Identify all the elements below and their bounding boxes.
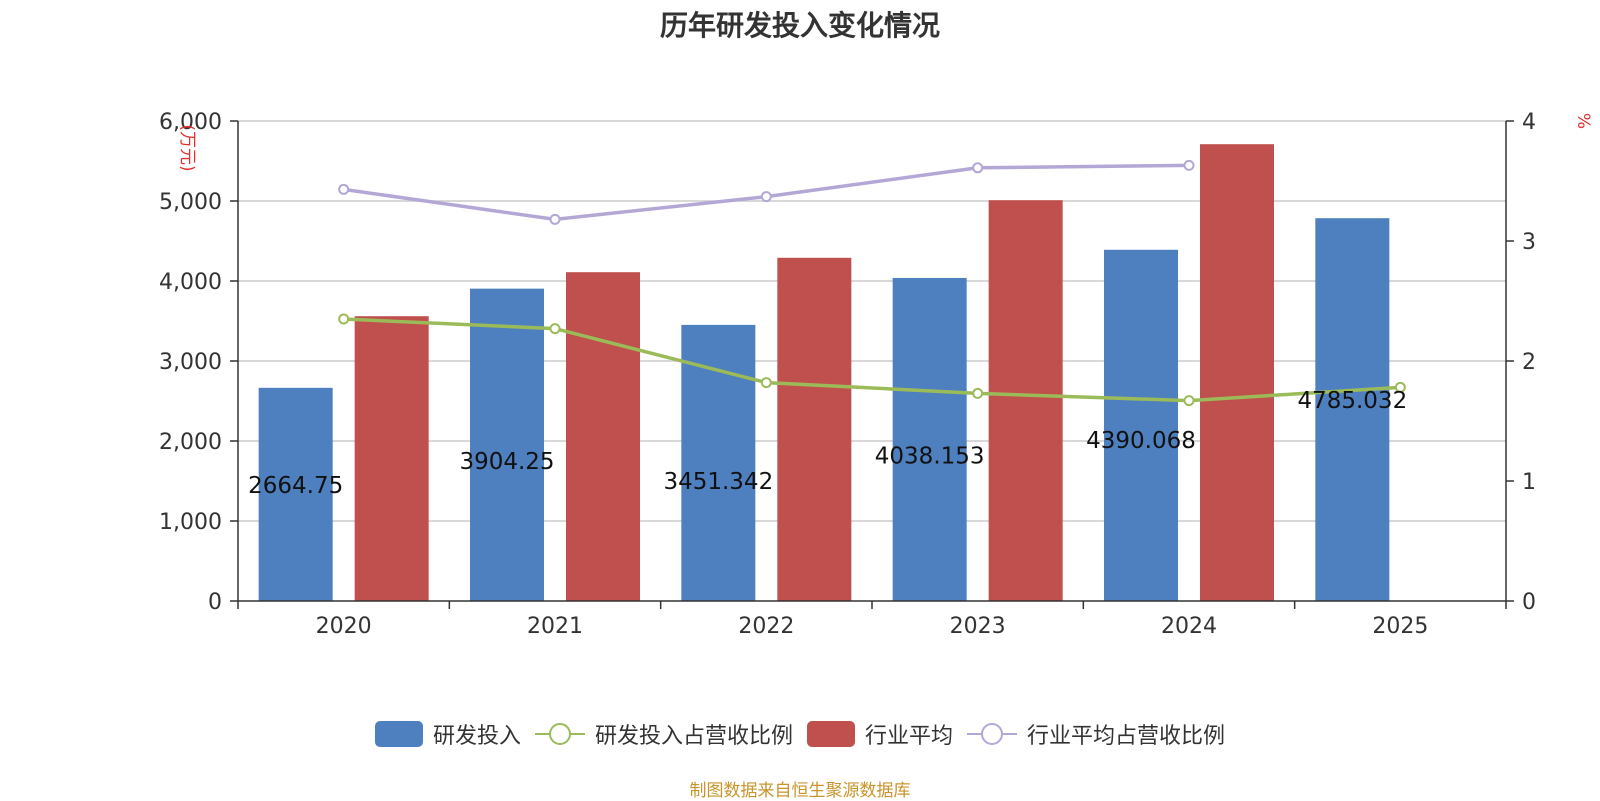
left-tick-label: 2,000 — [159, 430, 222, 455]
chart-area: 0 1,000 2,000 3,000 4,000 5,000 6,000 0 1 2 3 4 2020… — [159, 110, 1593, 639]
data-label-rd: 4390.068 — [1086, 428, 1196, 454]
line-rd-ratio — [343, 317, 1401, 403]
left-tick-label: 0 — [208, 590, 222, 615]
point-rd-ratio — [760, 377, 772, 389]
x-tick-label: 2023 — [950, 614, 1006, 639]
axes: 0 1,000 2,000 3,000 4,000 5,000 6,000 0 1 2 3 4 2020… — [159, 110, 1536, 639]
x-tick-label: 2022 — [738, 614, 794, 639]
right-tick-label: 4 — [1522, 110, 1536, 135]
legend-item-industry-ratio[interactable]: 行业平均占营收比例 — [967, 718, 1225, 750]
right-tick-label: 2 — [1522, 350, 1536, 375]
point-industry-ratio — [338, 183, 350, 195]
legend: 研发投入 研发投入占营收比例 行业平均 行业平均占营收比例 — [0, 718, 1600, 750]
legend-swatch-industry-ratio — [967, 723, 1018, 745]
legend-label-rd: 研发投入 — [432, 724, 521, 749]
data-label-rd: 3451.342 — [663, 469, 773, 495]
left-tick-label: 3,000 — [159, 350, 222, 375]
point-industry-ratio — [760, 191, 772, 203]
x-tick-label: 2021 — [527, 614, 583, 639]
data-labels: 2664.75 3904.25 3451.342 4038.153 4390.068 47… — [248, 388, 1407, 499]
bar-industry — [1200, 144, 1274, 601]
left-tick-label: 5,000 — [159, 190, 222, 215]
bar-rd — [681, 324, 756, 601]
left-tick-label: 4,000 — [159, 270, 222, 295]
point-rd-ratio — [1394, 381, 1406, 393]
legend-swatch-rd — [374, 721, 423, 747]
x-tick-label: 2024 — [1161, 614, 1217, 639]
right-tick-label: 3 — [1522, 230, 1536, 255]
legend-item-rd-ratio[interactable]: 研发投入占营收比例 — [534, 718, 793, 750]
bar-rd — [258, 387, 333, 601]
bar-industry — [354, 316, 429, 601]
bar-industry — [566, 272, 640, 601]
bar-industry — [777, 257, 852, 601]
bars — [258, 144, 1390, 601]
left-tick-label: 6,000 — [159, 110, 222, 135]
point-industry-ratio — [972, 162, 984, 174]
right-tick-label: 1 — [1522, 470, 1536, 495]
bar-rd — [470, 288, 544, 601]
x-tick-label: 2025 — [1372, 614, 1428, 639]
chart-title: 历年研发投入变化情况 — [659, 9, 940, 42]
legend-swatch-industry — [807, 721, 855, 747]
source-note: 制图数据来自恒生聚源数据库 — [689, 781, 911, 801]
grid-lines — [238, 120, 1506, 522]
point-industry-ratio — [549, 213, 561, 225]
bar-rd — [1104, 249, 1178, 601]
data-label-rd: 2664.75 — [248, 473, 343, 499]
left-tick-label: 1,000 — [159, 510, 222, 535]
data-label-rd: 4038.153 — [875, 443, 985, 469]
legend-label-rd-ratio: 研发投入占营收比例 — [594, 724, 793, 749]
bar-industry — [988, 200, 1063, 601]
point-rd-ratio — [549, 323, 561, 335]
bar-rd — [1315, 218, 1390, 601]
data-label-rd: 3904.25 — [459, 449, 554, 475]
point-rd-ratio — [1183, 395, 1195, 407]
point-rd-ratio — [338, 313, 350, 325]
point-industry-ratio — [1183, 159, 1195, 171]
legend-item-industry[interactable]: 行业平均 — [807, 718, 953, 750]
bar-rd — [892, 277, 967, 601]
x-tick-label: 2020 — [316, 614, 372, 639]
legend-label-industry: 行业平均 — [865, 724, 954, 749]
legend-swatch-rd-ratio — [534, 723, 585, 745]
ratio-lines — [338, 159, 1406, 407]
right-axis-unit: % — [1573, 113, 1593, 129]
right-tick-label: 0 — [1522, 590, 1536, 615]
left-axis-unit: (万元) — [177, 124, 197, 171]
data-label-rd: 4785.032 — [1297, 388, 1407, 414]
legend-label-industry-ratio: 行业平均占营收比例 — [1027, 724, 1226, 749]
legend-item-rd[interactable]: 研发投入 — [374, 718, 521, 750]
point-rd-ratio — [972, 387, 984, 399]
